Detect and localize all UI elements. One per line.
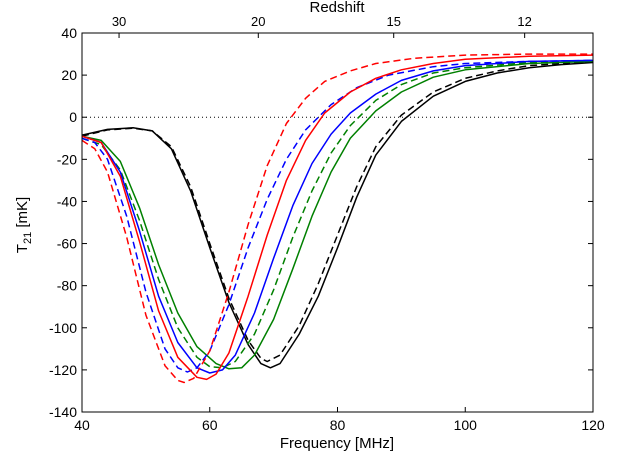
y-tick-label: -120 xyxy=(49,362,77,378)
y-tick-label: -20 xyxy=(57,151,77,167)
plot-background xyxy=(82,33,593,412)
y-tick-label: -60 xyxy=(57,236,77,252)
plot-area xyxy=(82,33,593,412)
y-axis-title: T21 [mK] xyxy=(14,197,34,253)
y-tick-label: 20 xyxy=(61,67,77,83)
y-tick-label: 0 xyxy=(69,109,77,125)
top-tick-label: 30 xyxy=(112,14,126,29)
x-tick-label: 100 xyxy=(454,417,478,433)
x-tick-label: 120 xyxy=(581,417,605,433)
top-tick-label: 15 xyxy=(386,14,400,29)
x-tick-label: 40 xyxy=(74,417,90,433)
top-tick-label: 12 xyxy=(517,14,531,29)
x-tick-label: 60 xyxy=(202,417,218,433)
y-tick-label: -40 xyxy=(57,193,77,209)
top-axis-title: Redshift xyxy=(309,0,365,16)
y-tick-label: -140 xyxy=(49,404,77,420)
y-tick-label: 40 xyxy=(61,25,77,41)
series-line-6 xyxy=(82,59,593,373)
series-line-5 xyxy=(82,59,593,374)
y-axis-title-main: T xyxy=(14,244,31,253)
axes-layer: 40 60 80 100 120 -140 -120 -100 -80 -60 -40 -20 0 20 4… xyxy=(49,14,605,433)
series-line-3 xyxy=(82,60,593,370)
series-line-2 xyxy=(82,60,593,363)
series-line-7 xyxy=(82,54,593,381)
y-axis-title-unit: [mK] xyxy=(14,197,31,232)
x-axis-title: Frequency [MHz] xyxy=(280,435,394,452)
top-tick-label: 20 xyxy=(251,14,265,29)
series-layer xyxy=(82,53,593,384)
series-line-1 xyxy=(82,61,593,369)
series-line-8 xyxy=(82,53,593,384)
y-tick-label: -80 xyxy=(57,278,77,294)
x-tick-label: 80 xyxy=(330,417,346,433)
y-tick-label: -100 xyxy=(49,320,77,336)
series-line-4 xyxy=(82,59,593,369)
y-axis-title-subscript: 21 xyxy=(22,232,34,244)
